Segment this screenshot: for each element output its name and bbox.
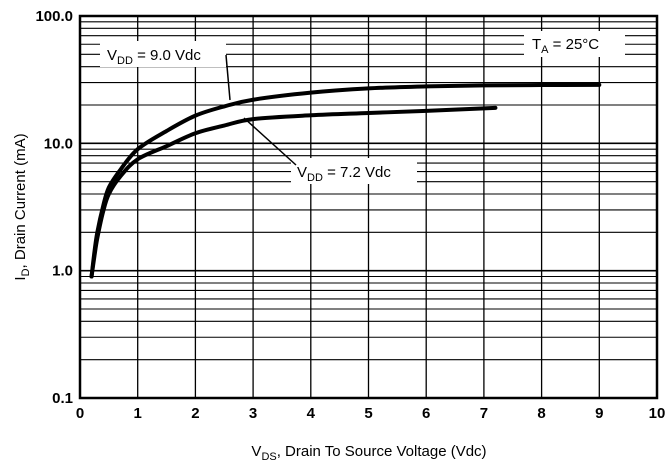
x-tick-label: 4 <box>307 405 316 422</box>
annotation-box <box>524 31 625 57</box>
y-tick-label: 10.0 <box>44 135 73 152</box>
series-label-vdd-9: VDD = 9.0 Vdc <box>100 41 226 67</box>
leader-line-vdd-7-2 <box>243 117 297 166</box>
y-tick-label: 100.0 <box>35 8 73 25</box>
x-tick-label: 6 <box>422 405 430 422</box>
temperature-annotation: TA = 25°C <box>524 31 625 57</box>
series-label-box <box>291 158 417 184</box>
x-tick-label: 1 <box>134 405 142 422</box>
x-tick-label: 9 <box>595 405 603 422</box>
series-label-text: VDD = 9.0 Vdc <box>107 47 201 67</box>
tick-labels: 0 1 2 3 4 5 6 7 8 9 10 0.1 1.0 10.0 100.0 <box>35 8 665 422</box>
curves <box>89 82 602 279</box>
x-tick-label: 2 <box>191 405 199 422</box>
x-tick-label: 10 <box>649 405 666 422</box>
y-tick-label: 1.0 <box>52 263 73 280</box>
y-axis-label: ID, Drain Current (mA) <box>12 133 32 280</box>
x-axis-label: VDS, Drain To Source Voltage (Vdc) <box>251 443 486 463</box>
series-label-text: VDD = 7.2 Vdc <box>297 164 391 184</box>
plot-frame <box>78 14 659 400</box>
x-tick-label: 3 <box>249 405 257 422</box>
series-label-box <box>100 41 226 67</box>
x-tick-label: 5 <box>364 405 372 422</box>
grid <box>79 16 658 399</box>
leader-line-vdd-9 <box>225 54 231 101</box>
annotation-text: TA = 25°C <box>532 36 599 56</box>
series-label-vdd-7-2: VDD = 7.2 Vdc <box>291 158 417 184</box>
x-tick-label: 7 <box>480 405 488 422</box>
series-line-1 <box>89 105 498 279</box>
y-tick-label: 0.1 <box>52 390 73 407</box>
x-tick-label: 8 <box>537 405 545 422</box>
x-tick-label: 0 <box>76 405 84 422</box>
